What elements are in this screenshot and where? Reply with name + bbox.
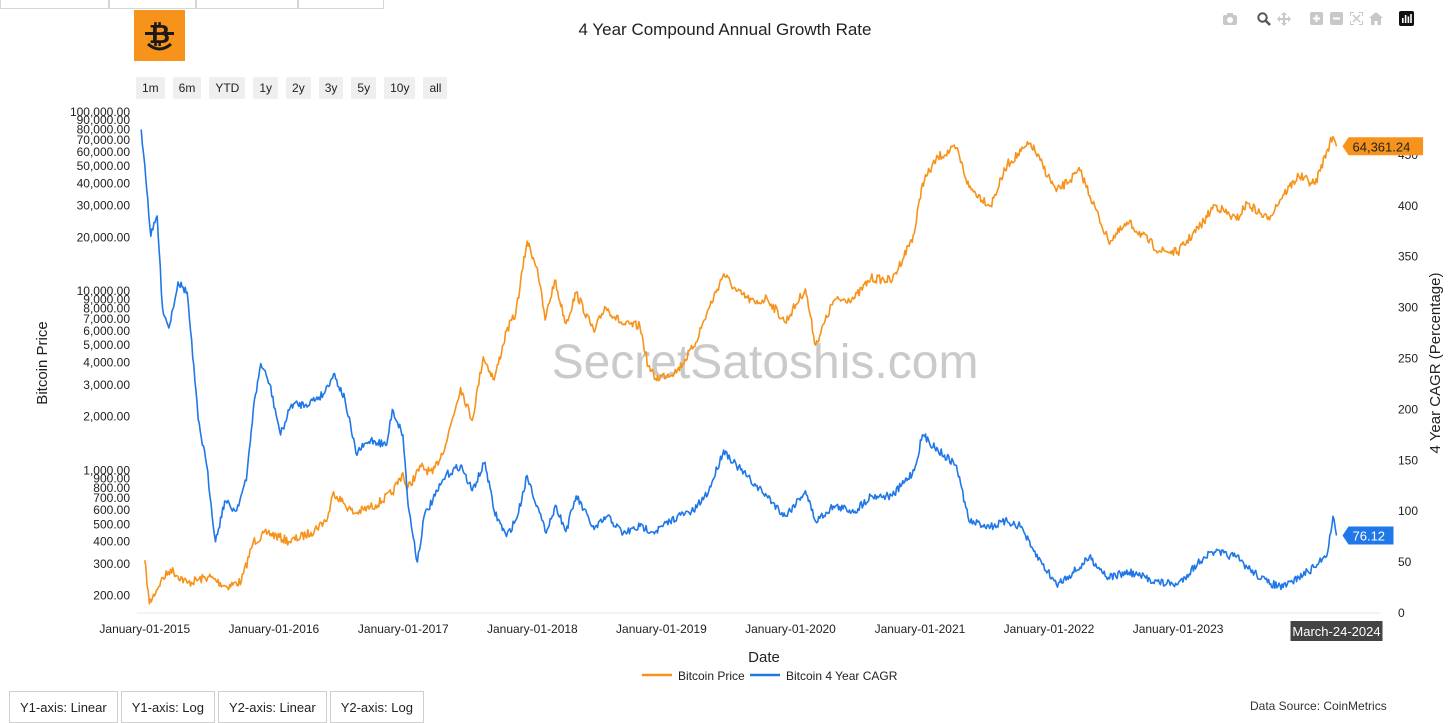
watermark: SecretSatoshis.com [552,336,979,389]
y1-tick-label: 20,000.00 [77,230,131,244]
pan-icon[interactable] [1274,11,1294,29]
y2-axis-title: 4 Year CAGR (Percentage) [1427,273,1444,454]
y2-tick-label: 100 [1398,504,1418,518]
range-selector: 1m 6m YTD 1y 2y 3y 5y 10y all [136,77,448,99]
y1-tick-label: 1,000.00 [83,463,130,477]
cagr-line [140,129,1338,591]
y1-linear-button[interactable]: Y1-axis: Linear [9,691,118,723]
range-button-6m[interactable]: 6m [172,77,202,99]
y1-tick-label: 10,000.00 [77,284,131,298]
y1-tick-label: 90,000.00 [77,113,131,127]
data-source-label: Data Source: CoinMetrics [1250,699,1387,713]
y2-tick-label: 200 [1398,402,1418,416]
range-button-2y[interactable]: 2y [286,77,311,99]
x-tick-label: January-01-2015 [99,622,190,636]
cagr-end-label-box [1342,526,1394,545]
zoom-out-icon[interactable] [1326,12,1346,28]
bitcoin-logo: ₿ [134,10,185,61]
axis-scale-buttons: Y1-axis: Linear Y1-axis: Log Y2-axis: Li… [9,691,424,723]
y1-tick-label: 4,000.00 [83,356,130,370]
legend-price-label[interactable]: Bitcoin Price [678,669,745,683]
y1-tick-label: 600.00 [93,503,130,517]
x-tick-label: January-01-2018 [487,622,578,636]
plotly-logo-icon[interactable] [1396,11,1416,29]
top-tab-3[interactable] [196,0,298,9]
y1-tick-label: 5,000.00 [83,338,130,352]
x-tick-label: January-01-2022 [1004,622,1095,636]
y2-tick-label: 150 [1398,453,1418,467]
y1-tick-label: 3,000.00 [83,378,130,392]
range-button-5y[interactable]: 5y [351,77,377,99]
x-tick-label: January-01-2019 [616,622,707,636]
y1-tick-label: 7,000.00 [83,312,130,326]
y1-tick-label: 100,000.00 [70,105,130,119]
cagr-end-label: 76.12 [1353,529,1386,544]
zoom-icon[interactable] [1254,11,1274,29]
chart-title: 4 Year Compound Annual Growth Rate [578,20,872,39]
modebar [1220,11,1416,29]
price-end-label: 64,361.24 [1353,139,1411,154]
y2-tick-label: 50 [1398,555,1412,569]
y1-tick-label: 300.00 [93,557,130,571]
range-button-1y[interactable]: 1y [253,77,279,99]
range-button-all[interactable]: all [423,77,448,99]
x-axis-title: Date [748,649,780,666]
reset-axes-icon[interactable] [1366,12,1386,28]
legend-cagr-label[interactable]: Bitcoin 4 Year CAGR [786,669,898,683]
y2-tick-label: 0 [1398,606,1405,620]
x-tick-label: January-01-2021 [875,622,966,636]
y2-tick-label: 350 [1398,250,1418,264]
y1-tick-label: 80,000.00 [77,122,131,136]
x-tick-label: January-01-2016 [228,622,319,636]
x-tick-label: January-01-2020 [745,622,836,636]
y1-tick-label: 8,000.00 [83,302,130,316]
range-button-3y[interactable]: 3y [318,77,344,99]
top-tab-4[interactable] [298,0,384,9]
range-button-1m[interactable]: 1m [136,77,165,99]
range-button-ytd[interactable]: YTD [209,77,246,99]
x-tick-label: January-01-2017 [358,622,449,636]
y1-tick-label: 70,000.00 [77,133,131,147]
range-button-10y[interactable]: 10y [384,77,416,99]
autoscale-icon[interactable] [1346,11,1366,28]
y1-tick-label: 800.00 [93,481,130,495]
y1-tick-label: 9,000.00 [83,292,130,306]
y2-tick-label: 400 [1398,199,1418,213]
price-end-label-box [1342,137,1424,156]
zoom-in-icon[interactable] [1306,12,1326,28]
top-tab-2[interactable] [109,0,196,9]
y1-tick-label: 400.00 [93,535,130,549]
y1-tick-label: 700.00 [93,491,130,505]
camera-icon[interactable] [1220,12,1240,28]
top-tab-1[interactable] [0,0,109,9]
x-tick-label: January-01-2023 [1133,622,1224,636]
y1-tick-label: 6,000.00 [83,324,130,338]
y1-tick-label: 40,000.00 [77,176,131,190]
y1-tick-label: 500.00 [93,517,130,531]
y2-tick-label: 250 [1398,352,1418,366]
hover-date-box [1290,614,1383,641]
y1-tick-label: 60,000.00 [77,145,131,159]
price-line [144,135,1338,605]
y2-linear-button[interactable]: Y2-axis: Linear [217,691,327,723]
y1-log-button[interactable]: Y1-axis: Log [120,691,215,723]
y1-tick-label: 200.00 [93,589,130,603]
y1-tick-label: 2,000.00 [83,409,130,423]
y2-tick-label: 300 [1398,301,1418,315]
y1-tick-label: 30,000.00 [77,199,131,213]
logo-glyph: ₿ [149,19,170,49]
y1-tick-label: 900.00 [93,472,130,486]
y1-axis-title: Bitcoin Price [34,321,51,404]
hover-date-label: March-24-2024 [1292,624,1380,639]
legend: Bitcoin Price Bitcoin 4 Year CAGR [642,669,898,683]
y2-log-button[interactable]: Y2-axis: Log [329,691,424,723]
y1-tick-label: 50,000.00 [77,159,131,173]
